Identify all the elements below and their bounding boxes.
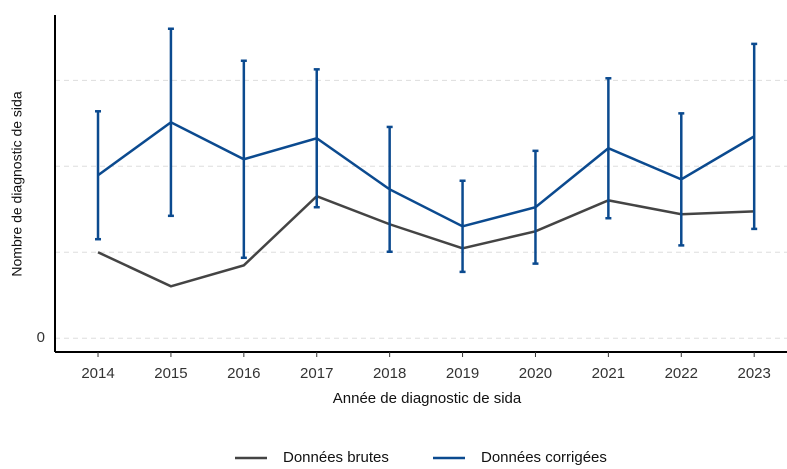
x-tick-label: 2017	[300, 365, 333, 382]
x-tick-label: 2014	[81, 365, 114, 382]
legend-label: Données brutes	[283, 449, 389, 466]
x-tick-label: 2020	[519, 365, 552, 382]
x-tick-label: 2019	[446, 365, 479, 382]
x-tick-label: 2021	[592, 365, 625, 382]
series-line	[97, 120, 755, 228]
x-tick-label: 2022	[665, 365, 698, 382]
x-axis-label: Année de diagnostic de sida	[333, 390, 522, 407]
y-axis-label: Nombre de diagnostic de sida	[9, 91, 25, 276]
series-line	[97, 194, 755, 288]
x-tick-label: 2018	[373, 365, 406, 382]
x-tick-label: 2015	[154, 365, 187, 382]
x-tick-label: 2023	[738, 365, 771, 382]
y-tick-label: 0	[37, 329, 45, 346]
legend-label: Données corrigées	[481, 449, 607, 466]
x-tick-label: 2016	[227, 365, 260, 382]
